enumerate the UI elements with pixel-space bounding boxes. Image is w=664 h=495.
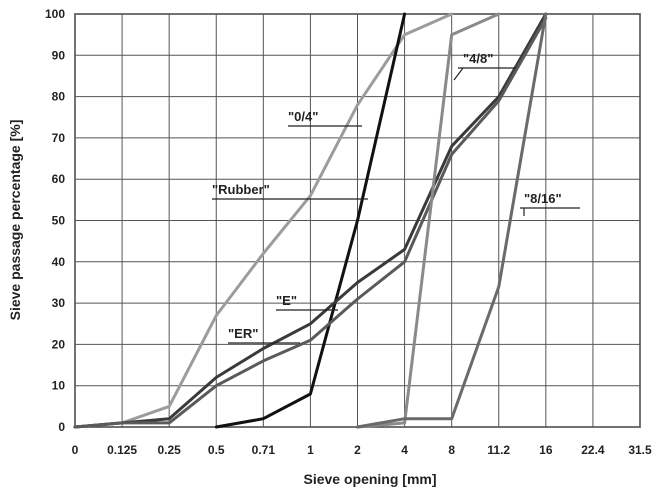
x-axis-title: Sieve opening [mm] [303, 471, 436, 487]
y-tick-label: 70 [52, 131, 66, 145]
x-tick-label: 8 [448, 443, 455, 457]
y-tick-label: 30 [52, 296, 66, 310]
series-label: "E" [276, 293, 297, 308]
x-tick-label: 4 [401, 443, 408, 457]
x-tick-label: 0.125 [107, 443, 137, 457]
x-tick-label: 1 [307, 443, 314, 457]
x-tick-label: 22.4 [581, 443, 605, 457]
series-label: "8/16" [524, 191, 562, 206]
y-tick-label: 50 [52, 214, 66, 228]
series-line [73, 16, 548, 429]
series-line [214, 12, 407, 429]
y-tick-label: 10 [52, 379, 66, 393]
x-tick-label: 31.5 [628, 443, 652, 457]
x-tick-label: 0.5 [208, 443, 225, 457]
series-label: "Rubber" [212, 182, 270, 197]
series-label: "4/8" [463, 51, 493, 66]
x-tick-label: 0.25 [157, 443, 181, 457]
series-label: "ER" [228, 326, 258, 341]
y-tick-label: 80 [52, 90, 66, 104]
y-tick-label: 40 [52, 255, 66, 269]
axes: 0 10 20 30 40 50 60 70 80 90 100 0 0.125 0.25 0.5 0.71 1… [45, 7, 652, 457]
grid [74, 13, 641, 428]
y-tick-label: 100 [45, 7, 65, 21]
x-tick-label: 16 [539, 443, 553, 457]
series-line [356, 12, 501, 429]
y-tick-label: 20 [52, 337, 66, 351]
series-label: "0/4" [288, 109, 318, 124]
x-tick-label: 0.71 [252, 443, 276, 457]
y-axis-title: Sieve passage percentage [%] [7, 120, 23, 321]
y-tick-label: 90 [52, 48, 66, 62]
x-tick-label: 0 [72, 443, 79, 457]
series-labels: "0/4" "Rubber" "E" "ER" "4/8" "8/16" [212, 51, 580, 344]
y-tick-label: 60 [52, 172, 66, 186]
series-layer [73, 12, 548, 429]
x-tick-label: 11.2 [487, 443, 510, 457]
series-line [356, 12, 548, 429]
series-line [73, 12, 454, 429]
x-tick-label: 2 [354, 443, 361, 457]
label-leader [453, 67, 464, 81]
series-line [73, 12, 548, 429]
y-tick-label: 0 [58, 420, 65, 434]
